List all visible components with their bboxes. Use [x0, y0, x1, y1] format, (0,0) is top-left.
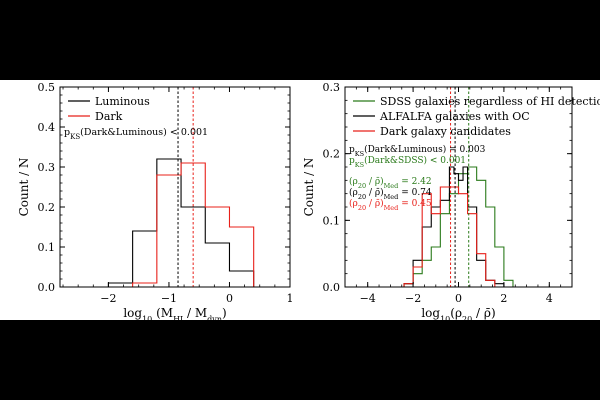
ks-annotation-0: pKS(Dark&Luminous) = 0.003 [349, 144, 486, 158]
y-tick-label: 0.1 [38, 241, 56, 254]
figure-background [0, 80, 600, 320]
y-axis-label: Count / N [17, 158, 31, 217]
x-tick-label: 1 [287, 292, 294, 305]
legend-entry-0: SDSS galaxies regardless of HI detection [380, 95, 600, 108]
histogram-series-2 [403, 186, 496, 287]
legend-entry-0: Luminous [95, 95, 150, 108]
legend-entry-1: Dark [95, 110, 123, 123]
x-tick-label: 2 [500, 292, 507, 305]
y-tick-label: 0.2 [323, 148, 341, 161]
x-tick-label: −1 [161, 292, 177, 305]
y-tick-label: 0.1 [323, 214, 341, 227]
x-axis-label: log10(ρ20 / ρ̄) [421, 306, 495, 324]
y-tick-label: 0.5 [38, 81, 56, 94]
legend-entry-2: Dark galaxy candidates [380, 125, 511, 138]
x-tick-label: 4 [546, 292, 553, 305]
x-tick-label: −4 [360, 292, 376, 305]
x-tick-label: 0 [226, 292, 233, 305]
median-label-0: (ρ20 / ρ̄)Med = 2.42 [349, 176, 432, 190]
right-histogram-panel: −4 −2 0 2 4 0.0 0.1 0.2 0.3 Count / N log10(ρ20 / … [302, 81, 600, 324]
histogram-series-0 [403, 166, 514, 287]
y-tick-label: 0.3 [323, 81, 341, 94]
y-tick-label: 0.3 [38, 161, 56, 174]
y-tick-label: 0.2 [38, 201, 56, 214]
median-label-1: (ρ20 / ρ̄)Med = 0.74 [349, 187, 432, 201]
median-label-2: (ρ20 / ρ̄)Med = 0.45 [349, 198, 432, 212]
x-axis-label: log10 (MHI / Mdyn) [123, 306, 226, 324]
y-tick-label: 0.4 [38, 121, 56, 134]
legend-entry-1: ALFALFA galaxies with OC [379, 110, 530, 123]
ks-annotation-1: pKS(Dark&SDSS) < 0.001 [349, 155, 466, 169]
y-tick-label: 0.0 [38, 281, 56, 294]
histogram-series-0 [107, 158, 255, 287]
x-tick-label: −2 [100, 292, 116, 305]
ks-annotation: pKS(Dark&Luminous) < 0.001 [64, 127, 208, 141]
y-tick-label: 0.0 [323, 281, 341, 294]
plot-frame [59, 86, 291, 288]
histogram-series-1 [132, 162, 255, 287]
x-tick-label: −2 [405, 292, 421, 305]
left-histogram-panel: −2 −1 0 1 0.0 0.1 0.2 0.3 0.4 0.5 Count / N log10 (… [17, 81, 294, 324]
x-tick-label: 0 [455, 292, 462, 305]
y-axis-label: Count / N [302, 158, 316, 217]
